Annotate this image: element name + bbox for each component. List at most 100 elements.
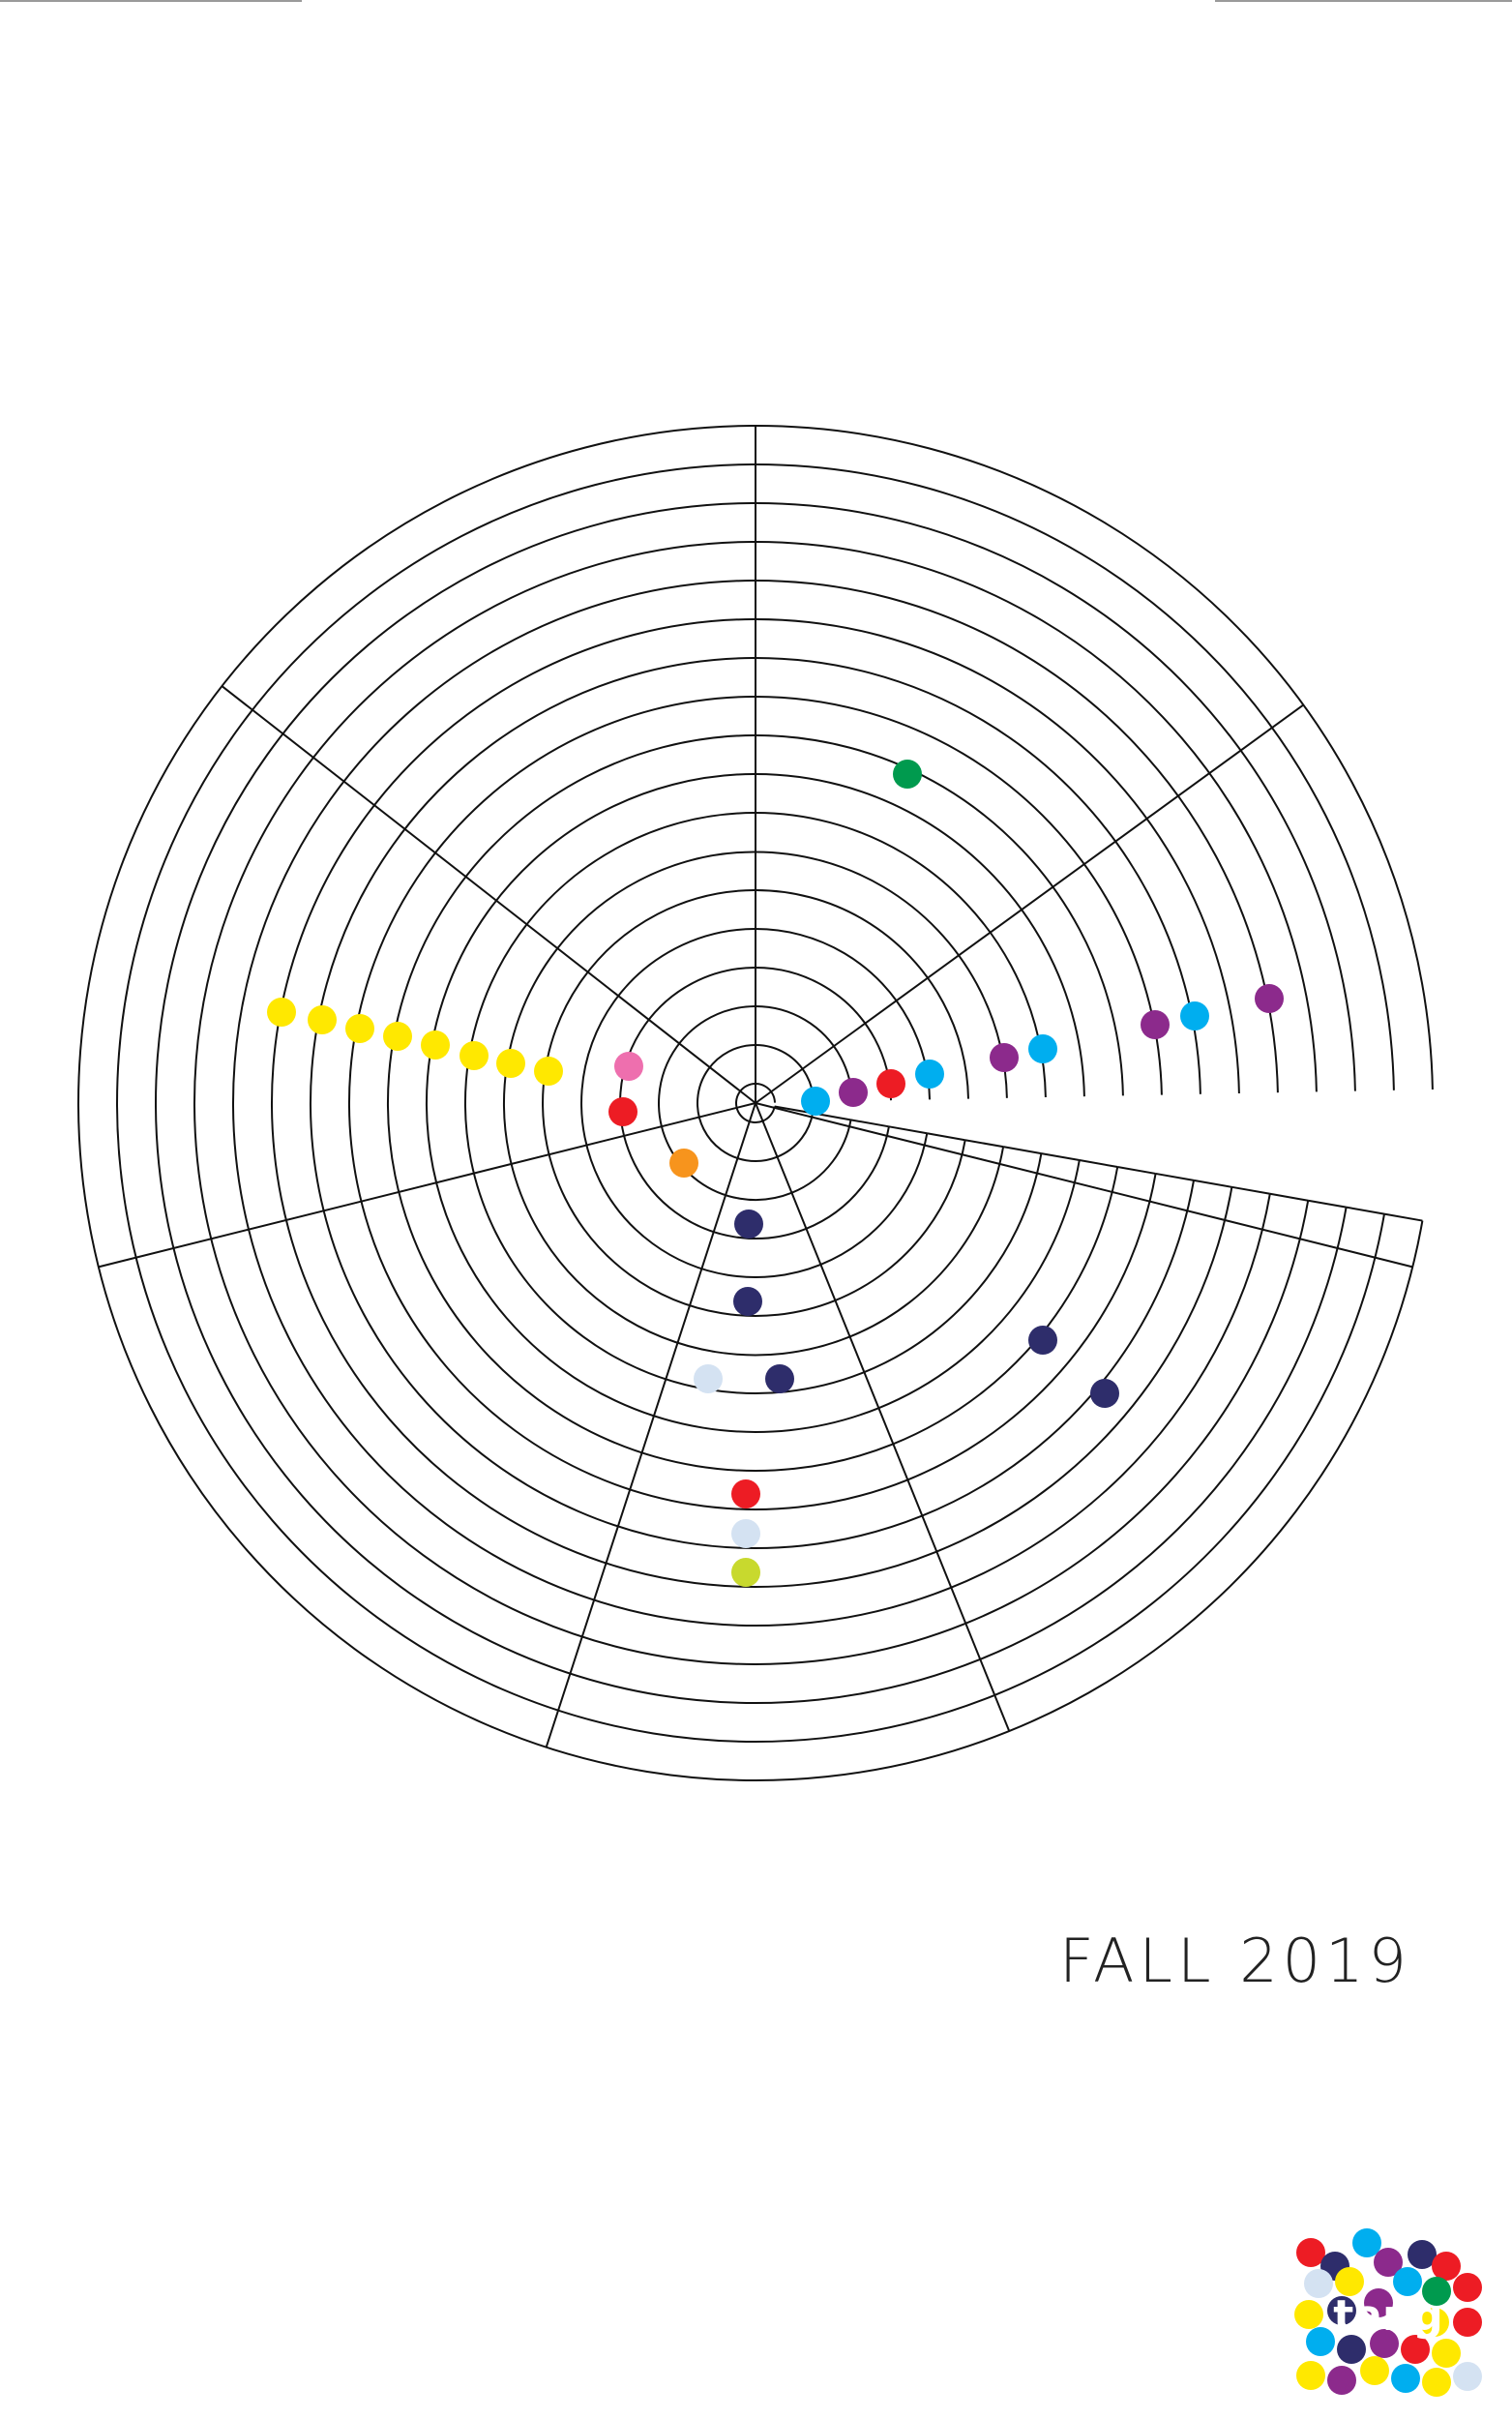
spiral-ring xyxy=(619,966,892,1239)
logo-dot xyxy=(1374,2248,1403,2277)
spiral-dot xyxy=(460,1041,489,1070)
spiral-ring xyxy=(347,695,1163,1510)
spiral-step xyxy=(964,1139,1004,1149)
logo-dot xyxy=(1296,2238,1325,2267)
spiral-dot xyxy=(1180,1001,1209,1030)
spiral-dot xyxy=(267,998,296,1027)
spiral-dot xyxy=(731,1558,760,1587)
logo-dot xyxy=(1453,2308,1482,2337)
spiral-step xyxy=(1193,1179,1232,1188)
spiral-ring xyxy=(77,425,1434,1781)
logo-dot xyxy=(1432,2339,1461,2368)
spiral-dots xyxy=(267,760,1284,1587)
spiral-step xyxy=(1346,1206,1385,1215)
spiral-step xyxy=(1079,1159,1118,1168)
logo-dot xyxy=(1432,2252,1461,2281)
spiral-dot xyxy=(608,1097,637,1126)
logo-dot xyxy=(1393,2267,1422,2296)
logo-dot xyxy=(1296,2361,1325,2390)
logo-dot xyxy=(1335,2267,1364,2296)
spiral-step xyxy=(1269,1192,1309,1202)
spiral-ring xyxy=(735,1083,776,1123)
spiral-ring xyxy=(116,463,1395,1743)
spiral-dot xyxy=(893,760,922,789)
spiral-dot xyxy=(801,1087,830,1116)
spiral-step xyxy=(1002,1146,1042,1155)
spiral-spoke xyxy=(545,1102,756,1748)
spiral-ring xyxy=(271,617,1240,1588)
spiral-ring xyxy=(658,1005,853,1202)
logo-dot xyxy=(1360,2356,1389,2385)
spiral-dot xyxy=(1255,984,1284,1013)
logo-dot xyxy=(1453,2362,1482,2391)
spiral-ring xyxy=(697,1044,815,1162)
logo-text: tang xyxy=(1333,2291,1443,2341)
spiral-dot xyxy=(345,1014,374,1043)
spiral-ring xyxy=(387,734,1124,1472)
spiral-ring xyxy=(463,812,1047,1394)
spiral-dot xyxy=(876,1069,905,1098)
spiral-spoke xyxy=(98,1102,756,1269)
spiral-spoke xyxy=(221,685,756,1104)
logo-dot xyxy=(1422,2277,1451,2306)
spiral-dot xyxy=(1028,1326,1057,1355)
logo-dot xyxy=(1294,2300,1323,2329)
logo-dot xyxy=(1352,2228,1381,2257)
spiral-step xyxy=(1117,1166,1156,1175)
spiral-dot xyxy=(1090,1379,1119,1408)
spiral-dot xyxy=(421,1030,450,1060)
spiral-dot xyxy=(734,1210,763,1239)
spiral-dot xyxy=(1141,1010,1170,1039)
logo-dot xyxy=(1391,2364,1420,2393)
logo-dot xyxy=(1453,2273,1482,2302)
spiral-dot xyxy=(669,1149,698,1178)
logo-dot-cluster xyxy=(1294,2228,1482,2397)
spiral-step xyxy=(1308,1199,1347,1209)
logo-dot xyxy=(1401,2335,1430,2364)
spiral-spoke xyxy=(755,703,1304,1104)
spiral-dot xyxy=(990,1043,1019,1072)
logo-dot xyxy=(1422,2368,1451,2397)
spiral-step xyxy=(1231,1185,1270,1195)
spiral-spoke xyxy=(755,1102,1011,1732)
spiral-dot xyxy=(731,1479,760,1508)
spiral-spoke xyxy=(755,1102,1413,1269)
spiral-ring xyxy=(193,540,1318,1665)
season-label: FALL 2019 xyxy=(1059,1926,1411,1996)
logo-dot xyxy=(1364,2288,1393,2317)
spiral-dot xyxy=(731,1519,760,1548)
top-left-corner-line xyxy=(0,0,302,2)
tang-logo: tang xyxy=(1294,2228,1482,2397)
spiral-dot xyxy=(308,1005,337,1034)
spiral-ring xyxy=(155,502,1356,1704)
spiral-dot xyxy=(694,1364,723,1393)
top-right-corner-line xyxy=(1215,0,1512,2)
spiral-dot xyxy=(915,1060,944,1089)
spiral-dot xyxy=(839,1078,868,1107)
logo-dot xyxy=(1337,2335,1366,2364)
spiral-ring xyxy=(232,580,1279,1628)
spiral-dot xyxy=(765,1364,794,1393)
logo-dot xyxy=(1304,2269,1333,2298)
spiral-dot xyxy=(383,1022,412,1051)
spiral-dot xyxy=(733,1287,762,1316)
spiral-dot xyxy=(1028,1034,1057,1063)
logo-dot xyxy=(1370,2329,1399,2358)
spiral-dot xyxy=(496,1049,525,1078)
spiral-step xyxy=(850,1119,890,1128)
spiral-step xyxy=(1383,1212,1423,1222)
spiral-step xyxy=(888,1125,928,1135)
spiral-ring xyxy=(310,657,1201,1550)
spiral-step xyxy=(1041,1152,1081,1162)
spiral-dot xyxy=(614,1052,643,1081)
logo-dot xyxy=(1408,2240,1437,2269)
logo-dot xyxy=(1420,2308,1449,2337)
spiral-ring xyxy=(580,928,931,1279)
spiral-step xyxy=(1155,1172,1195,1181)
spiral-step xyxy=(927,1132,965,1142)
spiral-ring xyxy=(542,889,969,1317)
spiral-rings xyxy=(77,425,1434,1781)
spiral-dot xyxy=(534,1057,563,1086)
spiral-ring xyxy=(425,773,1085,1433)
